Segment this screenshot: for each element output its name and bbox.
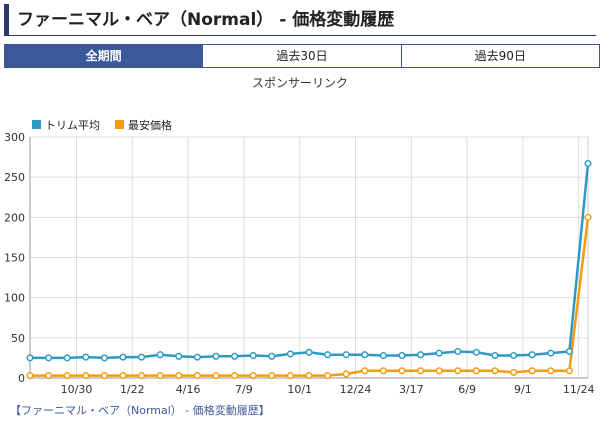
data-point-0 [286, 350, 294, 358]
data-point-1 [45, 372, 53, 380]
data-point-0 [268, 352, 276, 360]
data-point-1 [26, 372, 34, 380]
data-point-1 [547, 367, 555, 375]
data-point-0 [63, 354, 71, 362]
y-tick-label: 300 [4, 131, 25, 144]
data-point-1 [435, 367, 443, 375]
data-point-1 [249, 372, 257, 380]
data-point-0 [45, 354, 53, 362]
data-point-0 [82, 353, 90, 361]
tab-past-90-days[interactable]: 過去90日 [401, 44, 600, 68]
data-point-0 [305, 348, 313, 356]
data-point-0 [472, 348, 480, 356]
data-point-0 [138, 353, 146, 361]
data-point-1 [472, 367, 480, 375]
x-tick-label: 10/1 [287, 383, 312, 396]
period-tabs: 全期間 過去30日 過去90日 [4, 44, 600, 68]
data-point-1 [379, 367, 387, 375]
data-point-1 [324, 372, 332, 380]
data-point-0 [547, 349, 555, 357]
data-point-1 [342, 370, 350, 378]
y-tick-label: 200 [4, 211, 25, 224]
x-tick-label: 3/17 [399, 383, 424, 396]
x-tick-label: 9/1 [514, 383, 532, 396]
data-point-0 [156, 351, 164, 359]
x-tick-label: 7/9 [235, 383, 253, 396]
sponsored-link-label: スポンサーリンク [251, 76, 348, 90]
data-point-0 [342, 351, 350, 359]
page-title: ファーニマル・ベア（Normal） - 価格変動履歴 [4, 4, 596, 36]
data-point-1 [528, 367, 536, 375]
price-history-link[interactable]: 【ファーニマル・ベア（Normal） - 価格変動履歴】 [10, 404, 270, 417]
data-point-0 [565, 347, 573, 356]
tab-past-30-days[interactable]: 過去30日 [203, 44, 402, 68]
legend-label: 最安価格 [128, 118, 172, 132]
legend-swatch [115, 120, 124, 129]
data-point-1 [565, 367, 573, 375]
y-tick-label: 0 [18, 372, 25, 385]
legend-label: トリム平均 [45, 119, 100, 132]
data-point-0 [361, 351, 369, 359]
data-point-0 [231, 352, 239, 360]
data-point-0 [119, 353, 127, 361]
data-point-0 [454, 347, 462, 356]
legend-swatch [32, 120, 41, 129]
y-tick-label: 250 [4, 171, 25, 184]
x-tick-label: 12/24 [340, 383, 372, 396]
data-point-1 [417, 367, 425, 375]
data-point-0 [379, 351, 387, 360]
data-point-0 [212, 352, 220, 360]
data-point-0 [193, 353, 201, 361]
data-point-0 [417, 351, 425, 359]
data-point-0 [249, 351, 257, 360]
x-tick-label: 6/9 [458, 383, 476, 396]
tab-all-period[interactable]: 全期間 [4, 44, 204, 68]
data-point-1 [305, 372, 313, 380]
data-point-1 [175, 372, 183, 380]
data-point-0 [584, 159, 592, 168]
data-point-1 [231, 372, 239, 380]
x-tick-label: 4/16 [176, 383, 201, 396]
data-point-0 [175, 352, 183, 360]
data-point-1 [138, 372, 146, 380]
data-point-1 [193, 372, 201, 380]
data-point-1 [63, 372, 71, 380]
data-point-1 [119, 372, 127, 380]
y-tick-label: 100 [4, 292, 25, 305]
data-point-0 [510, 351, 518, 360]
data-point-1 [361, 367, 369, 375]
data-point-0 [528, 351, 536, 359]
data-point-0 [398, 351, 406, 360]
x-tick-label: 11/24 [563, 383, 595, 396]
data-point-0 [26, 354, 34, 362]
x-tick-label: 10/30 [61, 383, 93, 396]
data-point-1 [510, 368, 518, 376]
x-tick-label: 1/22 [120, 383, 145, 396]
price-history-chart: 0 50 100 150 200 250 300 10/30 1/22 4/16 7/9 10/1 12… [4, 118, 595, 396]
data-point-1 [212, 372, 220, 380]
data-point-0 [324, 351, 332, 359]
data-point-1 [454, 367, 462, 375]
y-tick-label: 150 [4, 252, 25, 265]
data-point-1 [82, 372, 90, 380]
data-point-0 [100, 354, 108, 362]
data-point-1 [491, 367, 499, 375]
data-point-1 [100, 372, 108, 380]
y-tick-label: 50 [11, 332, 25, 345]
data-point-0 [491, 351, 499, 360]
data-point-1 [286, 372, 294, 380]
data-point-1 [156, 372, 164, 380]
data-point-1 [398, 367, 406, 375]
data-point-1 [584, 213, 592, 221]
data-point-0 [435, 349, 443, 357]
data-point-1 [268, 372, 276, 380]
